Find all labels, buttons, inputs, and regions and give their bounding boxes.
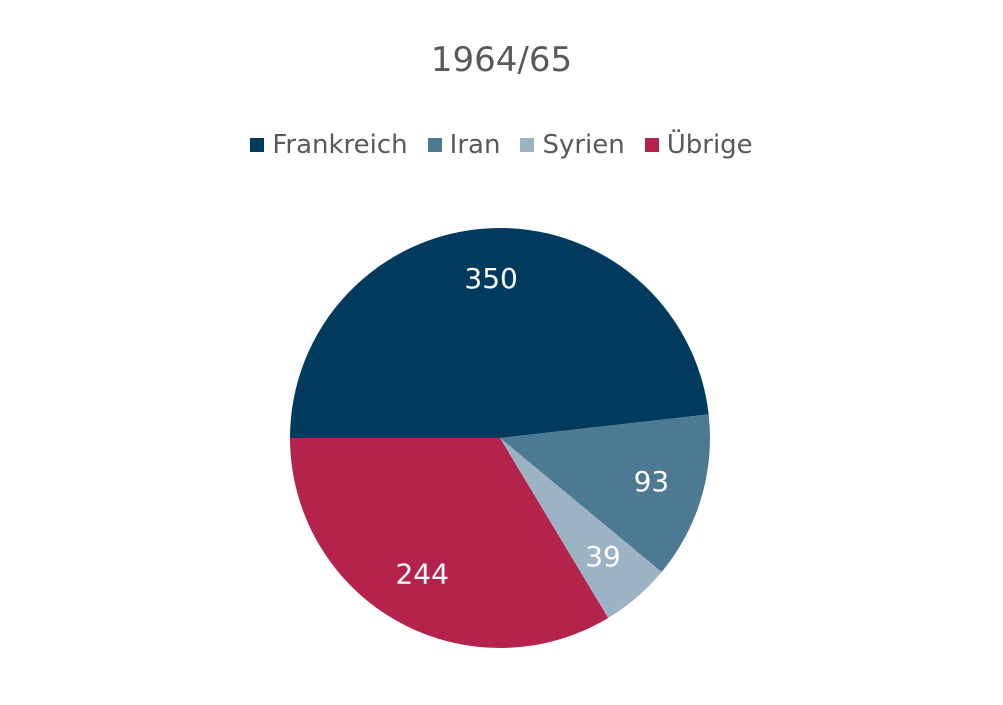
pie-slice-frankreich (290, 227, 709, 438)
legend-item-syrien: Syrien (520, 130, 625, 160)
legend-swatch-frankreich (250, 138, 265, 152)
legend-item-iran: Iran (427, 130, 501, 160)
pie-slice-syrien (500, 438, 662, 619)
chart-legend: Frankreich Iran Syrien Übrige (0, 130, 1003, 160)
data-label-syrien: 39 (585, 540, 621, 573)
legend-swatch-iran (427, 138, 442, 152)
data-label-iran: 93 (634, 465, 670, 498)
legend-swatch-uebrige (644, 138, 659, 152)
legend-label-uebrige: Übrige (666, 130, 753, 160)
pie-slice-iran (500, 414, 710, 573)
legend-label-iran: Iran (449, 130, 501, 160)
data-label-übrige: 244 (395, 558, 448, 591)
legend-label-frankreich: Frankreich (272, 130, 408, 160)
legend-swatch-syrien (520, 138, 535, 152)
pie-slice-übrige (290, 438, 609, 649)
legend-item-uebrige: Übrige (644, 130, 753, 160)
chart-title: 1964/65 (430, 40, 573, 80)
legend-item-frankreich: Frankreich (250, 130, 408, 160)
data-label-frankreich: 350 (464, 262, 517, 295)
legend-label-syrien: Syrien (542, 130, 625, 160)
